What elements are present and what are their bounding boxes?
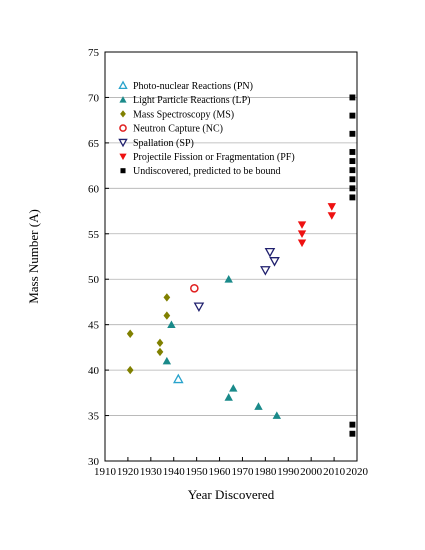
data-point [173,373,184,384]
legend-marker [119,153,127,161]
legend-marker [118,80,128,90]
data-point [224,275,233,283]
series-5 [297,203,336,248]
data-point [260,266,271,276]
y-tick-label: 40 [88,365,100,377]
legend: Photo-nuclear Reactions (PN) Light Partic… [118,80,295,177]
y-tick-label: 45 [88,320,100,332]
x-tick-label: 1950 [186,466,209,478]
legend-item: Light Particle Reactions (LP) [119,95,250,106]
x-tick-label: 1930 [140,466,163,478]
legend-label: Projectile Fission or Fragmentation (PF) [133,152,295,163]
plot-frame [104,51,358,462]
data-point [349,130,356,137]
y-tick-label: 35 [88,411,100,423]
x-tick-label: 1980 [254,466,277,478]
legend-marker [119,124,127,132]
data-point [193,302,205,313]
data-point [349,112,356,119]
data-point [272,411,282,419]
legend-item: Undiscovered, predicted to be bound [120,166,280,177]
x-tick-label: 1990 [277,466,300,478]
data-point [297,230,307,238]
data-point [349,194,356,201]
data-point [167,320,176,329]
y-tick-label: 55 [88,229,100,241]
series-2 [126,293,171,375]
legend-item: Neutron Capture (NC) [119,124,223,135]
legend-item: Photo-nuclear Reactions (PN) [118,80,253,92]
data-point [349,185,356,192]
grid [105,97,357,416]
legend-label: Spallation (SP) [133,138,194,149]
x-tick-label: 2010 [323,466,346,478]
data-point [349,158,356,165]
legend-label: Mass Spectroscopy (MS) [133,109,234,120]
x-tick-label: 1970 [231,466,254,478]
x-tick-label: 2020 [346,466,369,478]
y-axis-title: Mass Number (A) [26,209,41,304]
data-point [349,167,356,174]
y-tick-label: 70 [88,92,100,104]
data-point [349,421,356,428]
data-point [254,402,263,410]
legend-marker [120,110,126,118]
series-4 [193,247,280,313]
data-marks [126,94,356,437]
data-point [349,176,356,183]
legend-label: Light Particle Reactions (LP) [133,95,250,106]
legend-label: Undiscovered, predicted to be bound [133,166,280,177]
x-axis-title: Year Discovered [188,487,275,502]
y-tick-label: 60 [88,183,100,195]
data-point [349,149,356,155]
data-point [349,94,356,101]
y-tick-label: 30 [88,456,100,468]
x-tick-label: 1910 [94,466,117,478]
y-tick-label: 75 [88,47,100,59]
data-point [156,347,164,357]
series-1 [162,275,282,419]
data-point [190,283,199,293]
data-point [162,356,172,365]
x-tick-label: 1940 [163,466,186,478]
legend-item: Projectile Fission or Fragmentation (PF) [119,152,295,163]
series-3 [190,283,199,293]
legend-marker [119,96,127,103]
x-tick-label: 2000 [300,466,323,478]
series-0 [173,373,184,384]
x-tick-label: 1920 [117,466,140,478]
axis-ticks: 1910 1920 1930 1940 1950 1960 1970 1980 1990 2000… [88,47,369,478]
y-tick-label: 65 [88,138,100,150]
data-point [297,239,307,248]
legend-marker [120,168,126,174]
data-point [126,329,134,338]
x-tick-label: 1960 [209,466,232,478]
legend-item: Spallation (SP) [118,138,194,149]
legend-item: Mass Spectroscopy (MS) [120,109,234,120]
legend-label: Photo-nuclear Reactions (PN) [133,81,253,92]
series-6 [349,94,356,437]
data-point [163,311,171,320]
data-point [264,247,276,258]
data-point [163,293,171,302]
data-point [224,393,233,401]
data-point [349,430,356,437]
data-point [269,257,280,267]
y-tick-label: 50 [88,274,100,286]
data-point [327,212,336,220]
data-point [297,221,307,229]
data-point [126,365,134,375]
data-point [327,203,336,211]
legend-marker [118,138,128,148]
data-point [156,338,164,348]
data-point [229,384,238,392]
legend-label: Neutron Capture (NC) [133,124,223,135]
